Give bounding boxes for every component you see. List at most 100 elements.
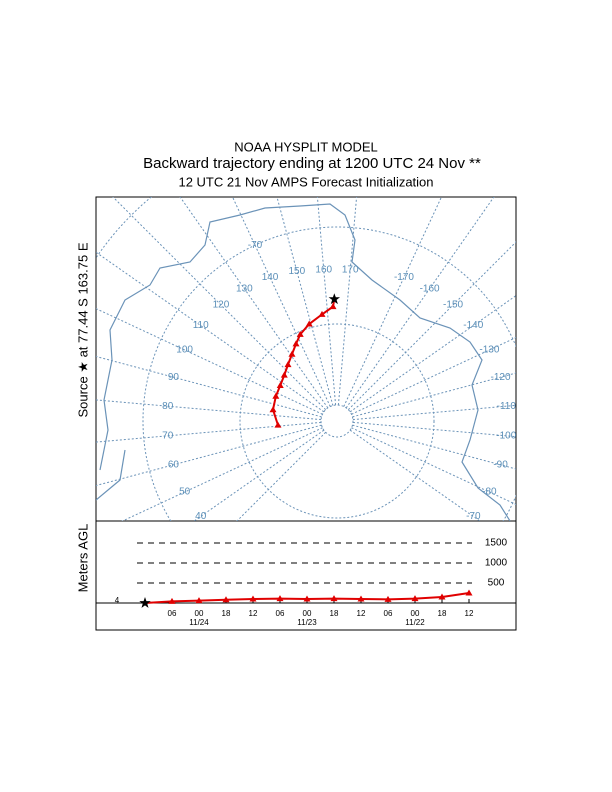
meridian-label: -140 bbox=[463, 320, 483, 331]
meridian bbox=[96, 308, 323, 415]
hour-label: 06 bbox=[384, 609, 393, 618]
height-tick-label: 1000 bbox=[485, 558, 508, 569]
height-point bbox=[465, 589, 473, 596]
meridian bbox=[345, 197, 495, 409]
meridian bbox=[96, 424, 322, 487]
height-point bbox=[222, 596, 230, 603]
meridian bbox=[96, 421, 322, 443]
height-point bbox=[249, 595, 257, 602]
meridian-label: -130 bbox=[479, 345, 499, 356]
meridian-label: -150 bbox=[443, 300, 463, 311]
hour-label: 12 bbox=[249, 609, 258, 618]
height-frame bbox=[95, 520, 517, 631]
meridian-label: 40 bbox=[195, 511, 207, 522]
meridian bbox=[96, 251, 325, 413]
meridian bbox=[193, 429, 325, 521]
meridian bbox=[121, 427, 323, 521]
meridian bbox=[231, 197, 331, 407]
latitude-circle bbox=[239, 323, 435, 519]
height-point bbox=[438, 593, 446, 600]
height-point bbox=[357, 595, 365, 602]
coastline bbox=[96, 203, 511, 521]
meridian bbox=[351, 336, 516, 415]
meridian bbox=[352, 372, 516, 418]
meridian-label: -70 bbox=[466, 511, 481, 522]
trajectory-point bbox=[329, 303, 337, 310]
meridian-label: -80 bbox=[482, 487, 497, 498]
meridian-label: 160 bbox=[315, 264, 332, 275]
height-point bbox=[276, 595, 284, 602]
meridian-label: -110 bbox=[497, 401, 517, 412]
meridian bbox=[276, 197, 334, 406]
height-point bbox=[411, 595, 419, 602]
date-label: 11/23 bbox=[297, 618, 317, 627]
hour-label: 18 bbox=[222, 609, 231, 618]
latitude-circle bbox=[142, 226, 516, 521]
source-marker bbox=[328, 293, 340, 305]
trajectory-point bbox=[272, 392, 280, 399]
trajectory-point bbox=[296, 330, 304, 337]
map: 30 40 50 60 70 80 90 100 110 120 130 140 150 160 170 -1… bbox=[96, 197, 517, 522]
meridian-label: -100 bbox=[496, 430, 516, 441]
pole-circle bbox=[320, 404, 354, 438]
source-height-marker bbox=[139, 597, 151, 608]
trajectory-point bbox=[284, 361, 292, 368]
meridian bbox=[352, 404, 516, 421]
meridian bbox=[96, 399, 322, 421]
trajectory-point bbox=[288, 350, 296, 357]
title: Backward trajectory ending at 1200 UTC 2… bbox=[143, 155, 481, 172]
meridian bbox=[96, 355, 322, 418]
meridian bbox=[349, 429, 481, 521]
meridian bbox=[343, 197, 443, 407]
hour-label: 18 bbox=[330, 609, 339, 618]
date-label: 11/22 bbox=[405, 618, 425, 627]
meridian bbox=[236, 431, 327, 521]
height-point bbox=[303, 595, 311, 602]
meridian-label: -120 bbox=[491, 372, 511, 383]
trajectory-point bbox=[292, 340, 300, 347]
map-frame bbox=[95, 196, 517, 522]
meridian-label: 150 bbox=[288, 266, 305, 277]
meridian bbox=[349, 295, 516, 413]
latitude-label: -70 bbox=[248, 240, 263, 251]
trajectory-point bbox=[269, 406, 277, 413]
meridian bbox=[352, 421, 516, 438]
meridian-label: 100 bbox=[176, 345, 193, 356]
meridian bbox=[112, 197, 327, 411]
meridian-label: 70 bbox=[162, 430, 174, 441]
meridian-label: 110 bbox=[193, 320, 209, 331]
trajectory-point bbox=[274, 421, 282, 428]
height-tick-label: 1500 bbox=[485, 538, 508, 549]
height-point bbox=[168, 597, 176, 604]
source-label: Source ★ at 77.44 S 163.75 E bbox=[75, 242, 90, 417]
height-point bbox=[384, 595, 392, 602]
hour-label: 00 bbox=[303, 609, 312, 618]
meridian-label: 50 bbox=[179, 487, 191, 498]
hour-label: 00 bbox=[195, 609, 204, 618]
meridian bbox=[347, 241, 516, 411]
source-level-label: 4 bbox=[115, 596, 120, 605]
meridian-label: 140 bbox=[262, 272, 279, 283]
meridian bbox=[337, 197, 358, 406]
hour-label: 18 bbox=[438, 609, 447, 618]
meridian-label: 60 bbox=[168, 459, 180, 470]
meridian-label: -170 bbox=[394, 272, 414, 283]
hour-label: 00 bbox=[411, 609, 420, 618]
hour-label: 06 bbox=[168, 609, 177, 618]
trajectory-point bbox=[318, 310, 326, 317]
meridian-label: 170 bbox=[342, 264, 359, 275]
hour-label: 12 bbox=[465, 609, 474, 618]
trajectory-point bbox=[280, 371, 288, 378]
meridian-label: -90 bbox=[493, 459, 508, 470]
subtitle: 12 UTC 21 Nov AMPS Forecast Initializati… bbox=[178, 174, 433, 189]
hour-label: 12 bbox=[357, 609, 366, 618]
meridian-label: 90 bbox=[168, 372, 180, 383]
meridian bbox=[351, 427, 516, 506]
height-point bbox=[330, 595, 338, 602]
height-tick-label: 500 bbox=[488, 578, 505, 589]
meridian bbox=[352, 424, 516, 470]
trajectory-point bbox=[305, 320, 313, 327]
hour-label: 06 bbox=[276, 609, 285, 618]
meridian-label: 130 bbox=[236, 283, 253, 294]
